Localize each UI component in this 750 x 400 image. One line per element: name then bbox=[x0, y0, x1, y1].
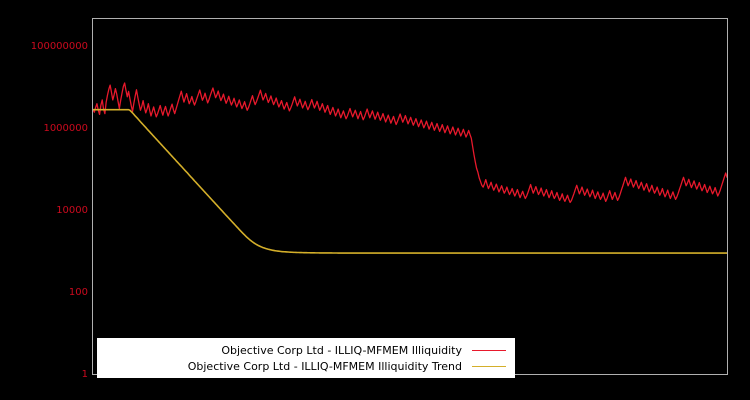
y-axis-tick-label: 1000000 bbox=[43, 122, 88, 134]
series-canvas bbox=[93, 82, 727, 254]
legend-swatch-illiquidity bbox=[472, 349, 506, 351]
series-line-illiquidity bbox=[93, 82, 727, 204]
legend-item-illiquidity-trend[interactable]: Objective Corp Ltd - ILLIQ-MFMEM Illiqui… bbox=[102, 358, 508, 374]
legend-label-illiquidity-trend: Objective Corp Ltd - ILLIQ-MFMEM Illiqui… bbox=[187, 359, 462, 373]
legend-swatch-illiquidity-trend bbox=[472, 365, 506, 367]
series-line-illiquidity-trend bbox=[93, 108, 727, 254]
y-axis-tick-label: 100 bbox=[68, 286, 88, 298]
y-axis-tick-label: 100000000 bbox=[30, 40, 88, 52]
y-axis-tick-labels: 100000000 1000000 10000 100 1 bbox=[0, 0, 88, 400]
legend-label-illiquidity: Objective Corp Ltd - ILLIQ-MFMEM Illiqui… bbox=[221, 343, 462, 357]
y-axis-tick-label: 10000 bbox=[56, 204, 88, 216]
plot-area bbox=[92, 18, 728, 375]
chart-legend: Objective Corp Ltd - ILLIQ-MFMEM Illiqui… bbox=[97, 338, 515, 378]
y-axis-tick-label: 1 bbox=[81, 369, 88, 380]
legend-item-illiquidity[interactable]: Objective Corp Ltd - ILLIQ-MFMEM Illiqui… bbox=[102, 342, 508, 358]
